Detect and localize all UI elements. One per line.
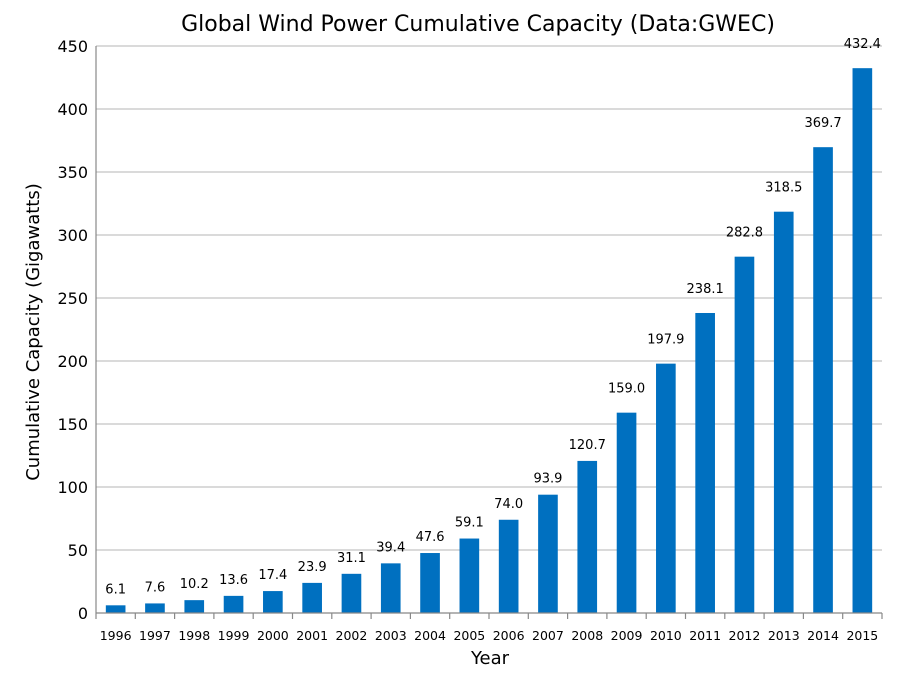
data-label-2003: 39.4	[376, 540, 405, 555]
data-label-2013: 318.5	[765, 181, 802, 196]
y-tick-label: 0	[78, 604, 88, 623]
bar-2007	[538, 494, 558, 613]
y-tick-label: 400	[57, 100, 88, 119]
data-label-2011: 238.1	[687, 282, 724, 297]
x-tick-label-1998: 1998	[178, 628, 210, 643]
data-label-1997: 7.6	[145, 580, 166, 595]
x-axis-label: Year	[470, 648, 510, 669]
data-label-2010: 197.9	[647, 333, 684, 348]
x-tick-label-1999: 1999	[218, 628, 250, 643]
x-tick-label-1997: 1997	[139, 628, 171, 643]
x-tick-label-2000: 2000	[257, 628, 289, 643]
bar-1998	[184, 600, 205, 613]
y-tick-label: 300	[57, 226, 88, 245]
y-tick-label: 150	[57, 415, 88, 434]
y-tick-label: 450	[57, 37, 88, 56]
x-tick-label-2009: 2009	[611, 628, 643, 643]
x-tick-label-2003: 2003	[375, 628, 407, 643]
bar-2009	[616, 412, 637, 613]
data-label-2006: 74.0	[494, 497, 523, 512]
x-tick-label-2007: 2007	[532, 628, 564, 643]
bar-2003	[380, 563, 401, 613]
data-label-1998: 10.2	[180, 577, 209, 592]
bar-2010	[656, 363, 676, 613]
bar-2006	[498, 519, 519, 613]
bar-2002	[341, 573, 362, 613]
x-tick-label-2005: 2005	[453, 628, 485, 643]
axes: 0 50 100 150 200 250 300 350 400 450 1996 1997 1998 1…	[57, 37, 883, 643]
bar-2011	[695, 312, 715, 613]
x-tick-label-2006: 2006	[493, 628, 525, 643]
data-label-2012: 282.8	[726, 226, 763, 241]
bar-2005	[459, 538, 480, 613]
data-labels: 6.1 7.6 10.2 13.6 17.4 23.9 31.1 39.4 47.6 59.1 74…	[105, 37, 881, 597]
data-label-2001: 23.9	[298, 560, 327, 575]
data-label-2004: 47.6	[416, 530, 445, 545]
bar-1997	[145, 603, 165, 613]
bar-2015	[852, 68, 873, 613]
data-label-1999: 13.6	[219, 573, 248, 588]
x-tick-label-2004: 2004	[414, 628, 446, 643]
y-tick-label: 250	[57, 289, 88, 308]
y-tick-label: 50	[68, 541, 88, 560]
data-label-1996: 6.1	[105, 582, 126, 597]
x-tick-label-1996: 1996	[100, 628, 132, 643]
x-tick-label-2015: 2015	[846, 628, 878, 643]
bar-1999	[223, 595, 244, 613]
bar-2013	[773, 211, 794, 613]
x-tick-label-2014: 2014	[807, 628, 839, 643]
x-tick-label-2001: 2001	[296, 628, 328, 643]
data-label-2014: 369.7	[804, 116, 841, 131]
chart-title: Global Wind Power Cumulative Capacity (D…	[181, 12, 775, 37]
gridlines	[96, 45, 882, 551]
bar-2001	[302, 582, 322, 613]
x-tick-label-2013: 2013	[768, 628, 800, 643]
x-tick-label-2012: 2012	[729, 628, 761, 643]
y-tick-label: 100	[57, 478, 88, 497]
x-tick-label-2010: 2010	[650, 628, 682, 643]
data-label-2007: 93.9	[533, 472, 562, 487]
data-label-2000: 17.4	[258, 568, 287, 583]
y-tick-label: 350	[57, 163, 88, 182]
data-label-2005: 59.1	[455, 516, 484, 531]
bars	[105, 68, 873, 614]
bar-2004	[420, 553, 440, 613]
bar-2012	[734, 256, 755, 613]
data-label-2015: 432.4	[844, 37, 881, 52]
bar-2000	[263, 591, 283, 613]
data-label-2002: 31.1	[337, 551, 366, 566]
y-axis-label: Cumulative Capacity (Gigawatts)	[23, 183, 44, 481]
data-label-2009: 159.0	[608, 382, 645, 397]
x-tick-label-2011: 2011	[689, 628, 721, 643]
y-tick-label: 200	[57, 352, 88, 371]
x-tick-label-2002: 2002	[336, 628, 368, 643]
x-tick-label-2008: 2008	[571, 628, 603, 643]
bar-2014	[813, 147, 833, 614]
data-label-2008: 120.7	[569, 438, 606, 453]
bar-1996	[105, 605, 126, 613]
bar-2008	[577, 460, 598, 613]
